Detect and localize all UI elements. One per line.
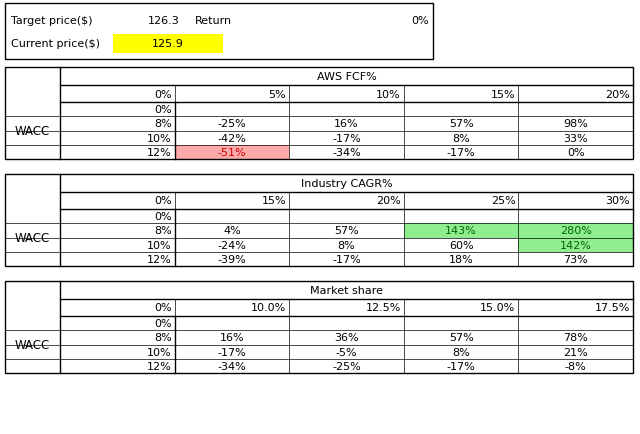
- Text: -5%: -5%: [336, 347, 357, 357]
- Text: -39%: -39%: [218, 254, 246, 264]
- Bar: [5, 4, 433, 60]
- Bar: [5, 281, 633, 373]
- Text: -17%: -17%: [332, 254, 361, 264]
- Text: 142%: 142%: [560, 240, 591, 250]
- Text: -34%: -34%: [332, 148, 361, 158]
- Text: 8%: 8%: [154, 226, 172, 236]
- Text: 8%: 8%: [154, 332, 172, 342]
- Text: 57%: 57%: [449, 119, 474, 129]
- Text: 15.0%: 15.0%: [480, 303, 515, 313]
- Text: 10.0%: 10.0%: [251, 303, 286, 313]
- Text: 60%: 60%: [449, 240, 474, 250]
- Text: -51%: -51%: [218, 148, 246, 158]
- Text: 18%: 18%: [449, 254, 474, 264]
- Text: 280%: 280%: [560, 226, 591, 236]
- Bar: [113, 35, 223, 54]
- Text: 0%: 0%: [154, 303, 172, 313]
- Text: Target price($): Target price($): [11, 16, 93, 26]
- Text: 21%: 21%: [563, 347, 588, 357]
- Text: 20%: 20%: [376, 196, 401, 206]
- Text: 20%: 20%: [605, 89, 630, 99]
- Text: -24%: -24%: [218, 240, 246, 250]
- Text: 0%: 0%: [154, 196, 172, 206]
- Text: 73%: 73%: [563, 254, 588, 264]
- Text: 15%: 15%: [491, 89, 515, 99]
- Text: 143%: 143%: [445, 226, 477, 236]
- Text: 8%: 8%: [452, 347, 470, 357]
- Text: 25%: 25%: [491, 196, 515, 206]
- Text: 0%: 0%: [154, 89, 172, 99]
- Text: 10%: 10%: [147, 133, 172, 143]
- Text: 17.5%: 17.5%: [595, 303, 630, 313]
- Text: -25%: -25%: [332, 361, 361, 371]
- Text: 4%: 4%: [223, 226, 241, 236]
- Text: 12%: 12%: [147, 254, 172, 264]
- Text: 8%: 8%: [452, 133, 470, 143]
- Text: WACC: WACC: [15, 338, 50, 351]
- Text: 10%: 10%: [147, 347, 172, 357]
- Text: 5%: 5%: [269, 89, 286, 99]
- Text: 57%: 57%: [449, 332, 474, 342]
- Bar: [5, 174, 633, 266]
- Text: 16%: 16%: [220, 332, 244, 342]
- Text: 16%: 16%: [334, 119, 359, 129]
- Text: 0%: 0%: [154, 212, 172, 222]
- Text: -17%: -17%: [218, 347, 246, 357]
- Text: 15%: 15%: [262, 196, 286, 206]
- Text: 12.5%: 12.5%: [365, 303, 401, 313]
- Text: -17%: -17%: [332, 133, 361, 143]
- Text: 125.9: 125.9: [152, 39, 184, 49]
- Text: 0%: 0%: [154, 105, 172, 115]
- Bar: [5, 68, 633, 160]
- Text: 8%: 8%: [154, 119, 172, 129]
- Text: 10%: 10%: [147, 240, 172, 250]
- Text: 0%: 0%: [412, 16, 429, 26]
- Text: 12%: 12%: [147, 361, 172, 371]
- Bar: [404, 224, 518, 238]
- Text: 36%: 36%: [334, 332, 359, 342]
- Text: -17%: -17%: [447, 148, 476, 158]
- Text: -25%: -25%: [218, 119, 246, 129]
- Text: WACC: WACC: [15, 125, 50, 138]
- Text: Market share: Market share: [310, 285, 383, 295]
- Text: 8%: 8%: [338, 240, 355, 250]
- Bar: [175, 145, 289, 160]
- Text: -8%: -8%: [565, 361, 587, 371]
- Text: 10%: 10%: [376, 89, 401, 99]
- Text: 30%: 30%: [605, 196, 630, 206]
- Text: AWS FCF%: AWS FCF%: [317, 72, 376, 82]
- Text: 126.3: 126.3: [148, 16, 180, 26]
- Text: -17%: -17%: [447, 361, 476, 371]
- Bar: [518, 238, 633, 252]
- Text: Industry CAGR%: Industry CAGR%: [301, 178, 392, 188]
- Text: 98%: 98%: [563, 119, 588, 129]
- Text: 57%: 57%: [334, 226, 359, 236]
- Bar: [518, 224, 633, 238]
- Text: -34%: -34%: [218, 361, 246, 371]
- Text: -42%: -42%: [218, 133, 246, 143]
- Text: 0%: 0%: [567, 148, 584, 158]
- Text: WACC: WACC: [15, 231, 50, 244]
- Text: 12%: 12%: [147, 148, 172, 158]
- Text: Return: Return: [195, 16, 232, 26]
- Text: 0%: 0%: [154, 319, 172, 329]
- Text: 78%: 78%: [563, 332, 588, 342]
- Text: 33%: 33%: [563, 133, 588, 143]
- Text: Current price($): Current price($): [11, 39, 100, 49]
